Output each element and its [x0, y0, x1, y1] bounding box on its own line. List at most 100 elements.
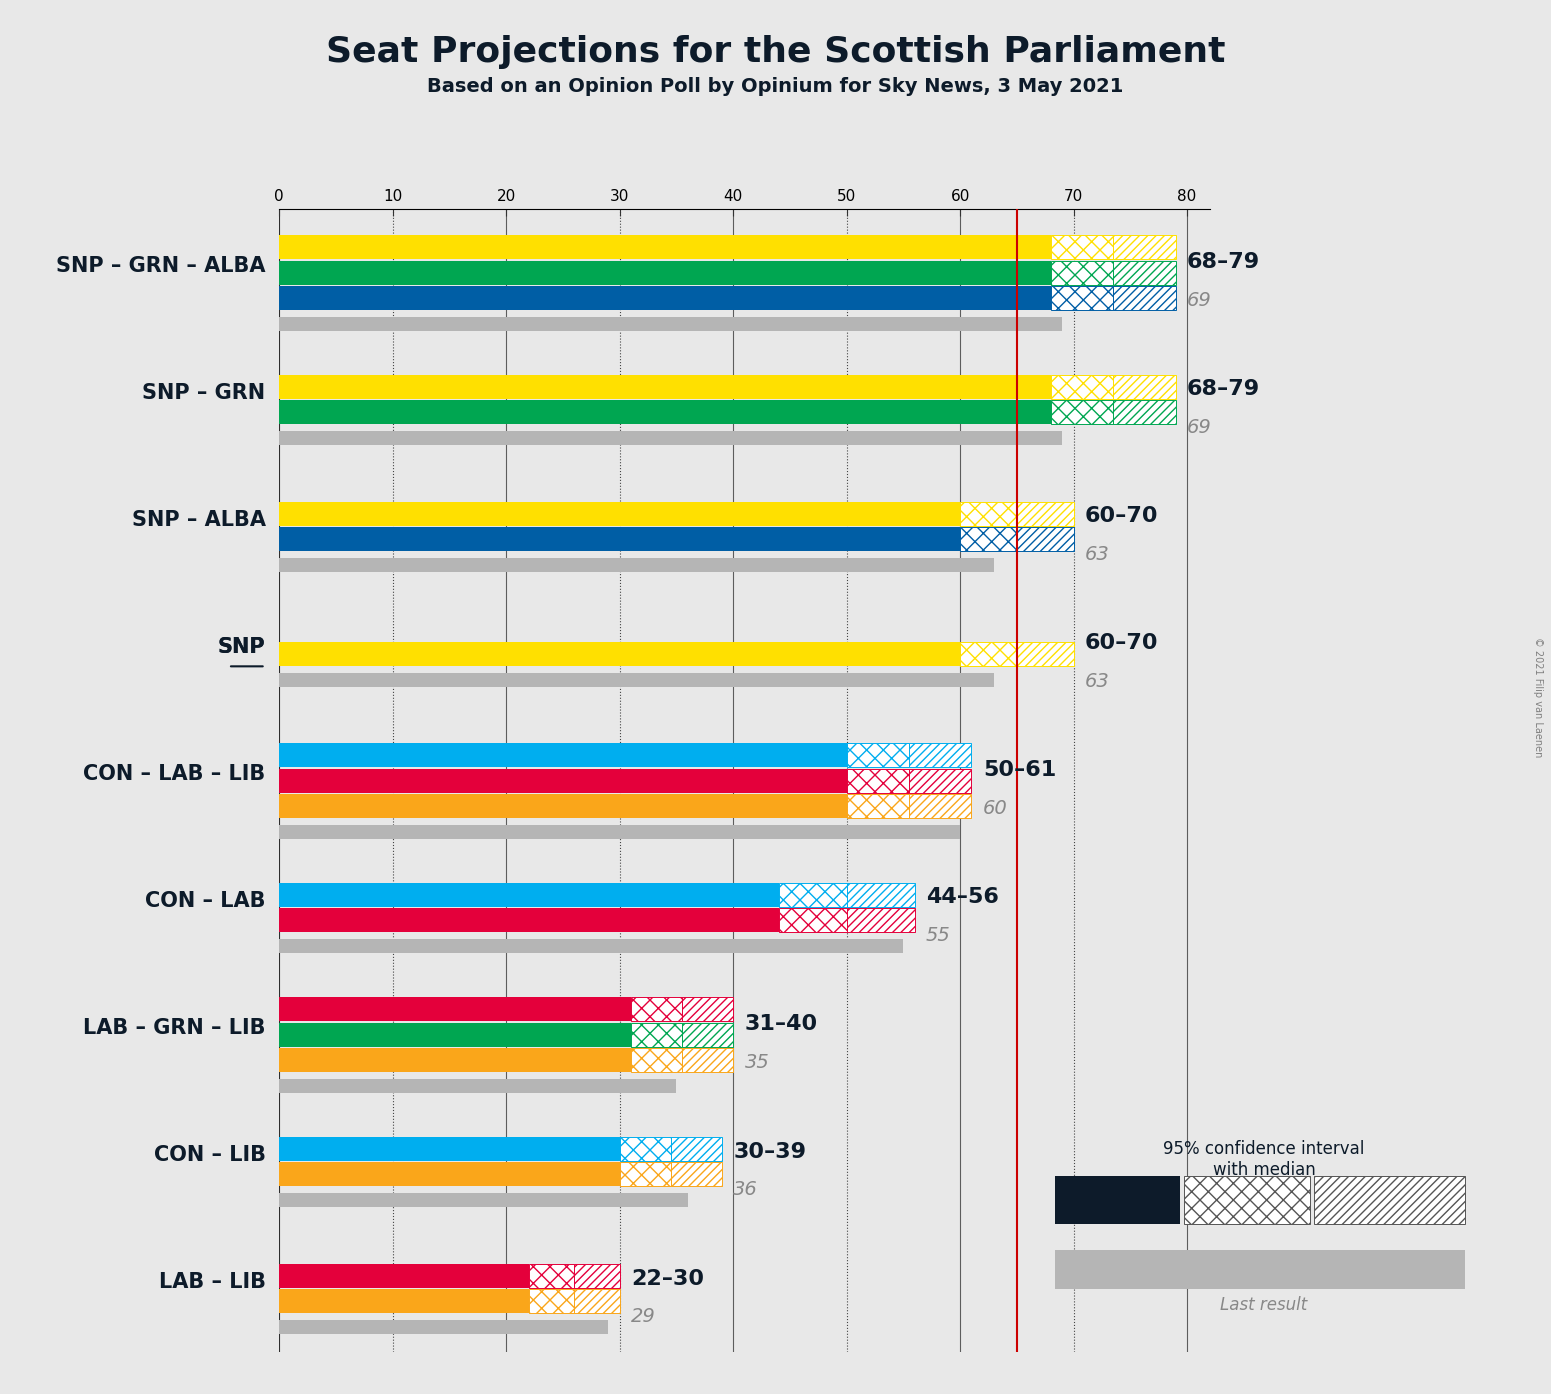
Bar: [279, 1163, 620, 1186]
Bar: [279, 882, 779, 907]
Text: 69: 69: [1187, 291, 1211, 309]
Bar: [279, 795, 847, 818]
Text: SNP: SNP: [219, 637, 265, 658]
Bar: [1055, 1250, 1466, 1289]
Bar: [279, 316, 1062, 330]
Text: 55: 55: [926, 926, 951, 945]
Text: SNP: SNP: [219, 637, 265, 658]
Bar: [682, 997, 734, 1022]
Text: LAB – GRN – LIB: LAB – GRN – LIB: [84, 1018, 265, 1039]
Bar: [631, 1048, 682, 1072]
Bar: [279, 1023, 631, 1047]
Bar: [847, 882, 915, 907]
Bar: [847, 768, 909, 793]
Bar: [279, 236, 1052, 259]
Bar: [574, 1289, 620, 1313]
Bar: [682, 1023, 734, 1047]
Text: 68–79: 68–79: [1187, 379, 1261, 400]
Text: 30–39: 30–39: [734, 1142, 807, 1161]
Text: 60: 60: [983, 799, 1008, 818]
Bar: [279, 1138, 620, 1161]
Bar: [279, 375, 1052, 399]
Bar: [574, 1264, 620, 1288]
Bar: [1052, 286, 1114, 309]
Bar: [620, 1163, 670, 1186]
Bar: [279, 673, 994, 687]
Bar: [779, 909, 847, 933]
Bar: [1017, 527, 1073, 552]
Bar: [279, 1193, 687, 1207]
Bar: [279, 502, 960, 526]
Text: 31–40: 31–40: [744, 1015, 817, 1034]
Text: 60–70: 60–70: [1086, 506, 1159, 527]
Bar: [670, 1163, 721, 1186]
Bar: [279, 261, 1052, 284]
Text: 68–79: 68–79: [1187, 252, 1261, 272]
Bar: [847, 743, 909, 767]
Text: 63: 63: [1086, 672, 1109, 691]
Bar: [279, 431, 1062, 445]
Bar: [960, 641, 1017, 666]
Bar: [1052, 400, 1114, 424]
Text: 44–56: 44–56: [926, 888, 999, 907]
Text: SNP – ALBA: SNP – ALBA: [132, 510, 265, 530]
Bar: [1314, 1175, 1466, 1224]
Text: Based on an Opinion Poll by Opinium for Sky News, 3 May 2021: Based on an Opinion Poll by Opinium for …: [428, 77, 1123, 96]
Bar: [279, 940, 903, 953]
Text: 35: 35: [744, 1052, 769, 1072]
Text: 50–61: 50–61: [983, 761, 1056, 781]
Bar: [620, 1138, 670, 1161]
Bar: [670, 1138, 721, 1161]
Bar: [1114, 236, 1176, 259]
Bar: [909, 768, 971, 793]
Bar: [1052, 236, 1114, 259]
Bar: [279, 997, 631, 1022]
Bar: [1052, 375, 1114, 399]
Text: 69: 69: [1187, 418, 1211, 438]
Bar: [1017, 502, 1073, 526]
Text: SNP – GRN – ALBA: SNP – GRN – ALBA: [56, 256, 265, 276]
Bar: [631, 997, 682, 1022]
Bar: [960, 527, 1017, 552]
Bar: [960, 502, 1017, 526]
Bar: [1114, 286, 1176, 309]
Text: CON – LAB: CON – LAB: [146, 891, 265, 912]
Bar: [1114, 375, 1176, 399]
Bar: [279, 1320, 608, 1334]
Bar: [279, 1264, 529, 1288]
Text: 63: 63: [1086, 545, 1109, 565]
Text: CON – LIB: CON – LIB: [154, 1146, 265, 1165]
Bar: [279, 1289, 529, 1313]
Bar: [529, 1264, 574, 1288]
Bar: [279, 1079, 676, 1093]
Bar: [279, 768, 847, 793]
Text: SNP – GRN: SNP – GRN: [143, 383, 265, 403]
Bar: [682, 1048, 734, 1072]
Bar: [279, 400, 1052, 424]
Bar: [631, 1023, 682, 1047]
Text: 60–70: 60–70: [1086, 633, 1159, 654]
Bar: [279, 286, 1052, 309]
Bar: [1114, 261, 1176, 284]
Bar: [279, 825, 960, 839]
Text: 22–30: 22–30: [631, 1269, 704, 1288]
Bar: [1052, 261, 1114, 284]
Bar: [1055, 1175, 1180, 1224]
Bar: [1114, 400, 1176, 424]
Bar: [1185, 1175, 1311, 1224]
Text: Seat Projections for the Scottish Parliament: Seat Projections for the Scottish Parlia…: [326, 35, 1225, 68]
Bar: [779, 882, 847, 907]
Bar: [279, 527, 960, 552]
Bar: [279, 641, 960, 666]
Bar: [279, 559, 994, 573]
Text: 36: 36: [734, 1181, 758, 1199]
Text: Last result: Last result: [1221, 1296, 1307, 1315]
Bar: [529, 1289, 574, 1313]
Text: 95% confidence interval
with median: 95% confidence interval with median: [1163, 1140, 1365, 1179]
Bar: [279, 1048, 631, 1072]
Bar: [279, 743, 847, 767]
Bar: [847, 909, 915, 933]
Bar: [909, 795, 971, 818]
Bar: [909, 743, 971, 767]
Text: © 2021 Filip van Laenen: © 2021 Filip van Laenen: [1534, 637, 1543, 757]
